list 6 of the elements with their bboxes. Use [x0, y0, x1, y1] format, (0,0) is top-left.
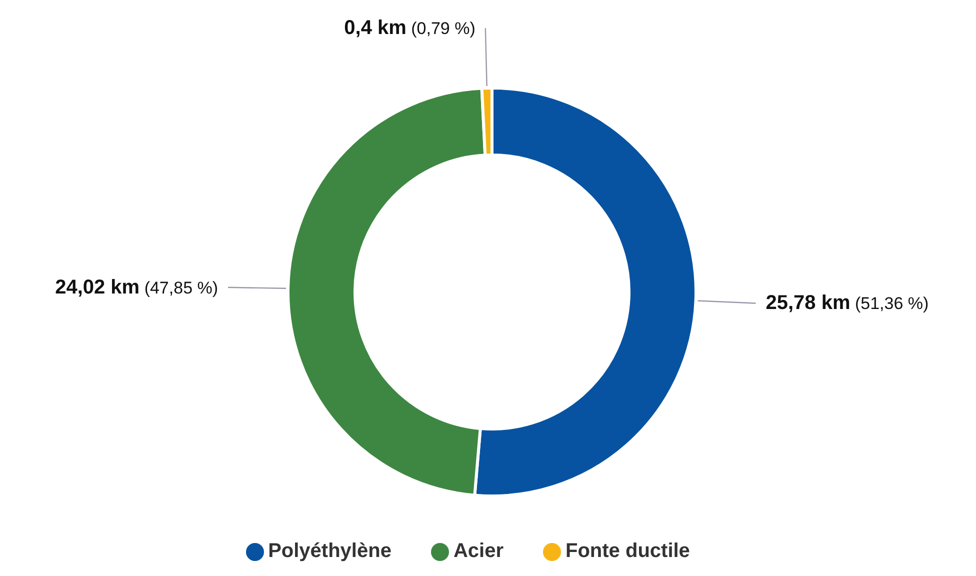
data-label: 25,78 km (51,36 %): [766, 292, 929, 314]
data-label: 24,02 km (47,85 %): [55, 276, 218, 298]
legend-label: Polyéthylène: [268, 540, 392, 562]
legend-label: Fonte ductile: [565, 540, 690, 562]
data-label: 0,4 km (0,79 %): [344, 17, 476, 40]
legend-label: Acier: [453, 540, 504, 562]
